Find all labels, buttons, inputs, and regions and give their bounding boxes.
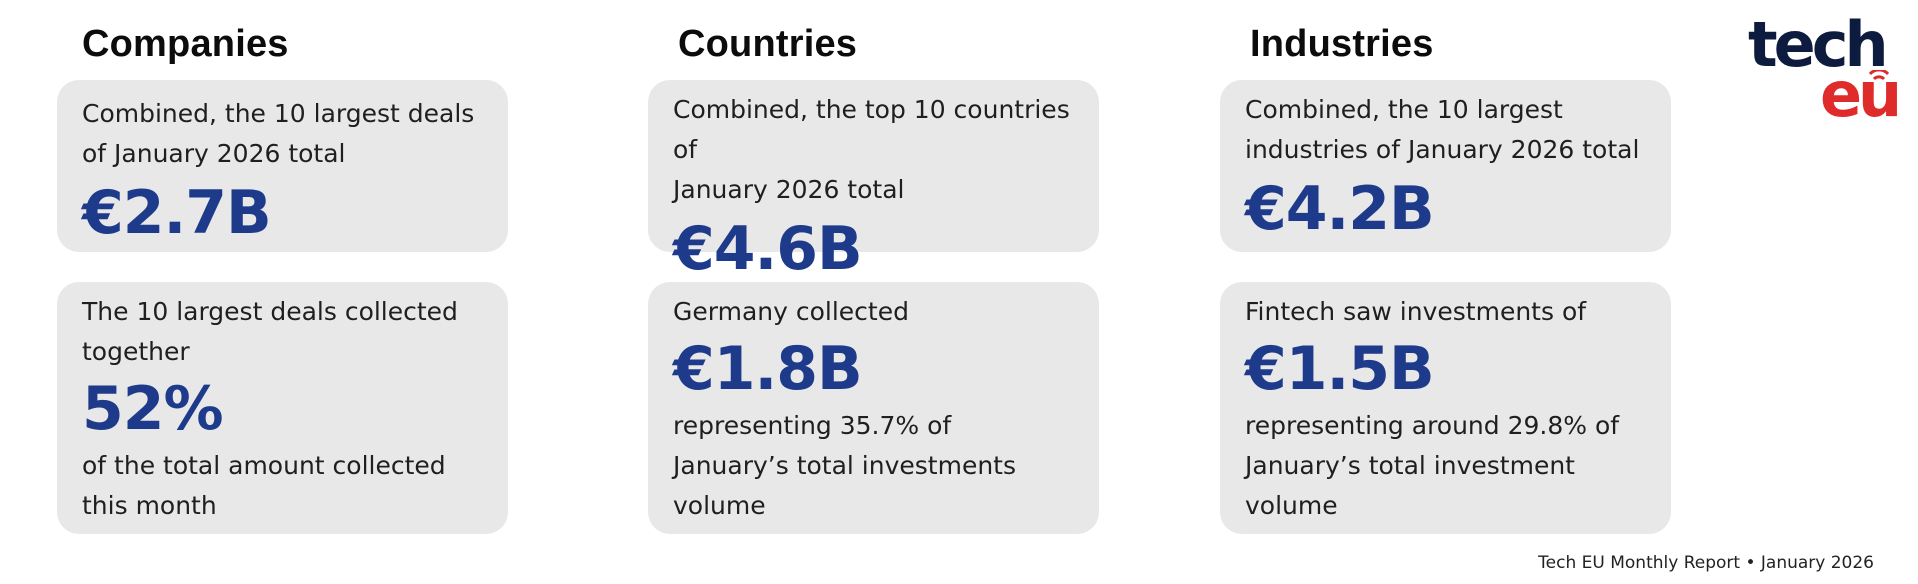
companies-total-text: Combined, the 10 largest deals of Januar… [82,80,483,174]
industries-top-value: €1.5B [1245,334,1435,404]
text-line: Combined, the top 10 countries of [673,95,1070,164]
countries-total-card: Combined, the top 10 countries of Januar… [648,80,1099,284]
companies-share-lead: The 10 largest deals collected together [82,282,483,372]
text-line: representing around 29.8% of [1245,411,1620,440]
logo-tech-text: tech [1748,8,1889,81]
text-line: volume [673,491,766,520]
text-line: this month [82,491,217,520]
countries-top-value: €1.8B [673,334,863,404]
industries-top-lead: Fintech saw investments of [1245,282,1646,332]
companies-total-card: Combined, the 10 largest deals of Januar… [57,80,508,252]
signal-icon [1868,70,1890,81]
text-line: volume [1245,491,1338,520]
text-line: January 2026 total [673,175,905,204]
companies-share-trail: of the total amount collected this month [82,446,483,526]
companies-total-value: €2.7B [82,178,272,248]
text-line: industries of January 2026 total [1245,135,1640,164]
industries-top-trail: representing around 29.8% of January’s t… [1245,406,1646,526]
text-line: The 10 largest deals collected [82,297,458,326]
companies-title: Companies [82,23,289,65]
industries-total-card: Combined, the 10 largest industries of J… [1220,80,1671,252]
text-line: January’s total investments [673,451,1017,480]
industries-title: Industries [1250,23,1434,65]
text-line: together [82,337,190,366]
industries-top-card: Fintech saw investments of €1.5B represe… [1220,282,1671,534]
text-line: Germany collected [673,297,909,326]
text-line: January’s total investment [1245,451,1575,480]
countries-total-text: Combined, the top 10 countries of Januar… [673,80,1074,210]
industries-total-text: Combined, the 10 largest industries of J… [1245,80,1646,170]
countries-total-value: €4.6B [673,214,863,284]
industries-total-value: €4.2B [1245,174,1435,244]
report-footer: Tech EU Monthly Report • January 2026 [1538,553,1874,573]
countries-top-lead: Germany collected [673,282,1074,332]
text-line: of January 2026 total [82,139,346,168]
countries-top-trail: representing 35.7% of January’s total in… [673,406,1074,526]
tech-eu-logo: tech eu [1748,14,1902,130]
countries-title: Countries [678,23,858,65]
companies-share-value: 52% [82,374,224,444]
text-line: representing 35.7% of [673,411,952,440]
text-line: of the total amount collected [82,451,446,480]
text-line: Combined, the 10 largest deals [82,99,475,128]
logo-eu-text: eu [1820,58,1902,131]
text-line: Combined, the 10 largest [1245,95,1563,124]
text-line: Fintech saw investments of [1245,297,1587,326]
companies-share-card: The 10 largest deals collected together … [57,282,508,534]
countries-top-card: Germany collected €1.8B representing 35.… [648,282,1099,534]
